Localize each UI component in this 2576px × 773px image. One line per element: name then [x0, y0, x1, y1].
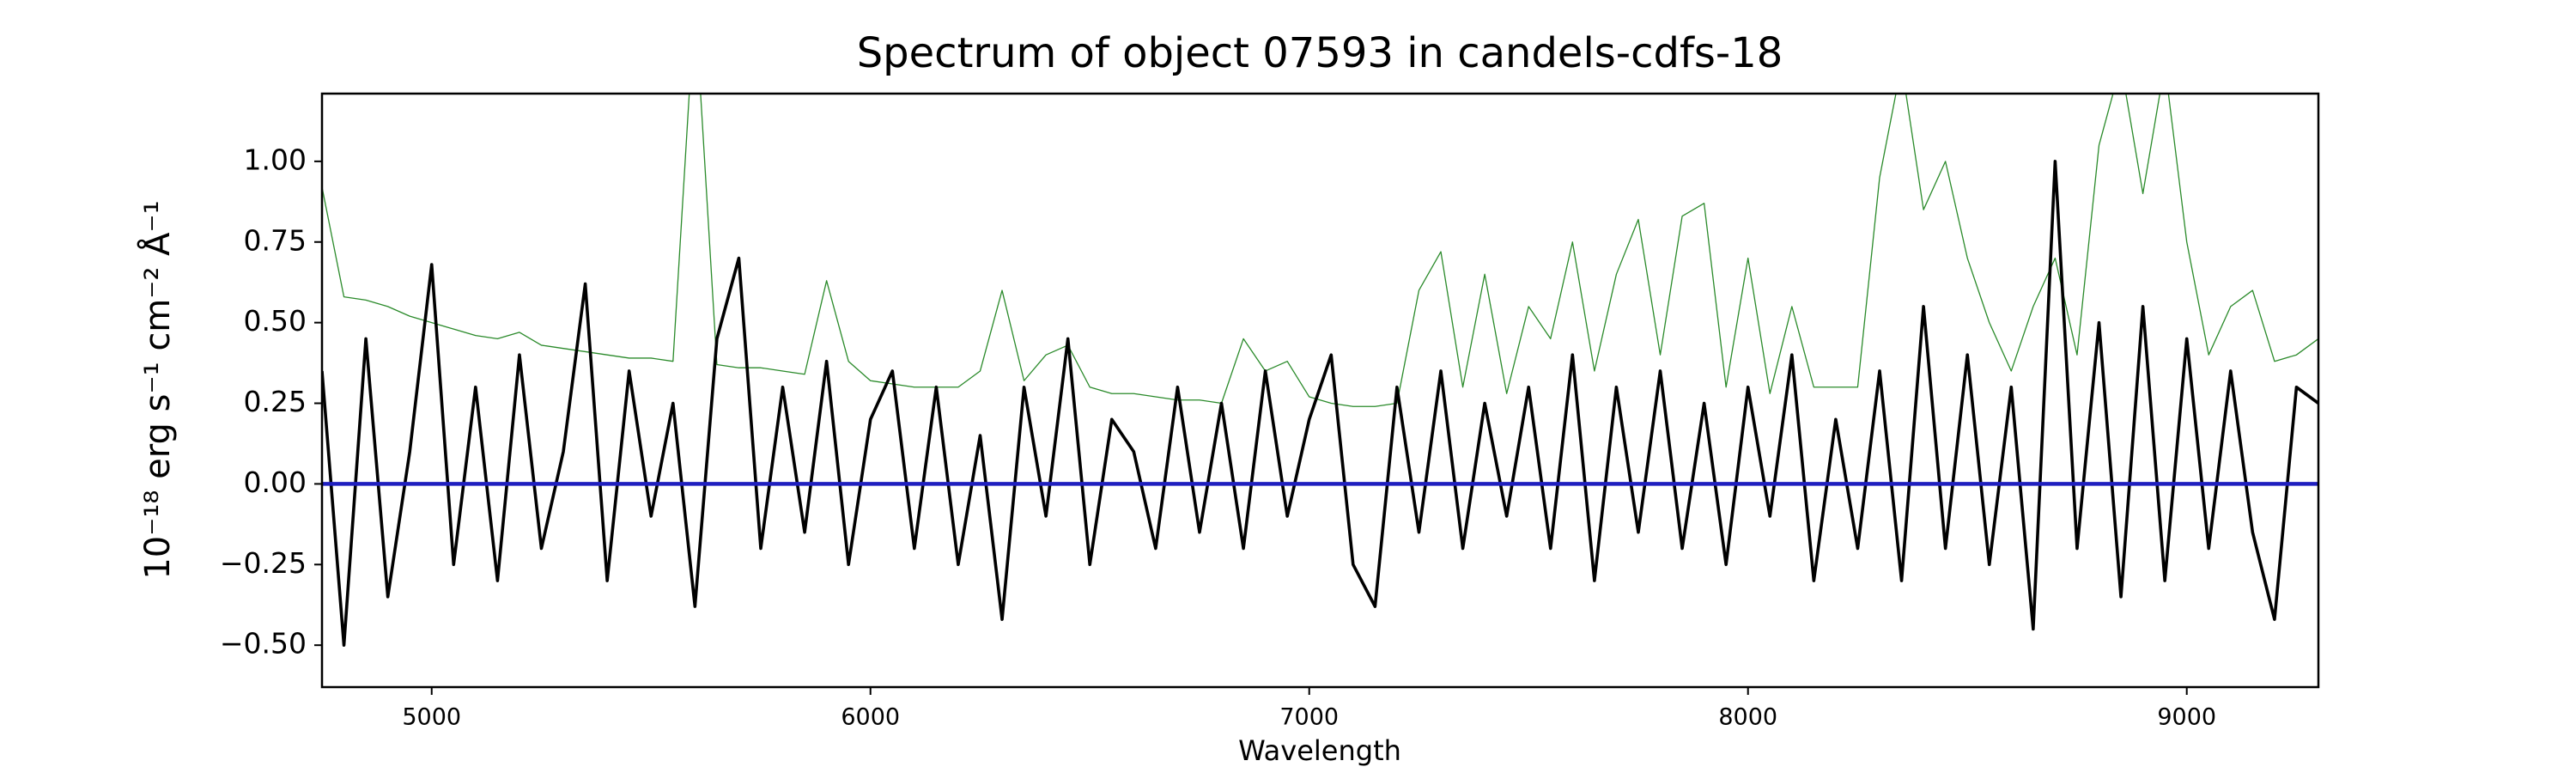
- y-tick-label: 0.50: [244, 304, 307, 338]
- y-axis-label: 10⁻¹⁸ erg s⁻¹ cm⁻² Å⁻¹: [137, 200, 178, 579]
- y-tick-label: 0.00: [244, 466, 307, 499]
- x-tick-label: 6000: [841, 704, 900, 731]
- axes-frame: [320, 92, 2320, 689]
- x-tick-label: 5000: [402, 704, 461, 731]
- plot-area: [322, 94, 2318, 647]
- x-axis-label: Wavelength: [1238, 734, 1401, 767]
- x-tick-label: 9000: [2157, 704, 2216, 731]
- y-tick-label: −0.50: [220, 627, 307, 660]
- x-tick-label: 7000: [1279, 704, 1339, 731]
- x-tick-label: 8000: [1718, 704, 1777, 731]
- chart-title: Spectrum of object 07593 in candels-cdfs…: [857, 29, 1783, 77]
- y-tick-label: −0.25: [220, 546, 307, 580]
- y-tick-label: 0.25: [244, 385, 307, 418]
- spectrum-line: [322, 160, 2318, 647]
- spectrum-line: [322, 94, 2318, 407]
- y-tick-label: 0.75: [244, 223, 307, 257]
- y-tick-label: 1.00: [244, 143, 307, 176]
